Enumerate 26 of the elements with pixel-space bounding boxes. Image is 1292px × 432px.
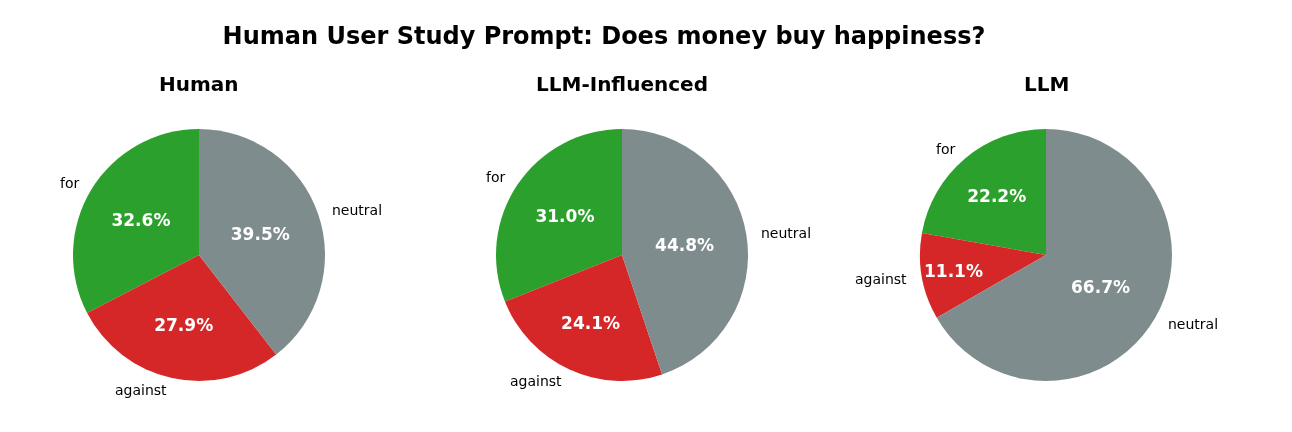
slice-label: neutral — [761, 225, 812, 241]
data-label: 32.6% — [111, 209, 171, 230]
data-label: 11.1% — [923, 261, 983, 282]
slice-label: for — [60, 175, 80, 191]
data-label: 27.9% — [154, 314, 214, 335]
slice-label: against — [510, 373, 563, 389]
slice-label: neutral — [1168, 316, 1219, 332]
data-label: 44.8% — [655, 234, 715, 255]
pie-slice — [87, 255, 277, 381]
chart-title: LLM — [1024, 72, 1070, 96]
slice-label: against — [115, 382, 168, 398]
pie-slice — [920, 232, 1046, 318]
chart-title: LLM-Influenced — [536, 72, 708, 96]
slice-label: neutral — [332, 202, 383, 218]
chart-title: Human — [159, 72, 239, 96]
pie-slice — [622, 129, 748, 375]
data-label: 24.1% — [561, 312, 621, 333]
pie-slice — [921, 129, 1046, 255]
text: Human User Study Prompt: Does money buy happiness? — [221, 22, 987, 50]
data-label: 22.2% — [967, 186, 1027, 207]
slice-label: for — [486, 169, 506, 185]
data-label: 39.5% — [230, 224, 290, 245]
data-label: 66.7% — [1071, 276, 1131, 297]
slice-label: for — [936, 141, 956, 157]
data-label: 31.0% — [535, 206, 595, 227]
slice-label: against — [855, 271, 908, 287]
